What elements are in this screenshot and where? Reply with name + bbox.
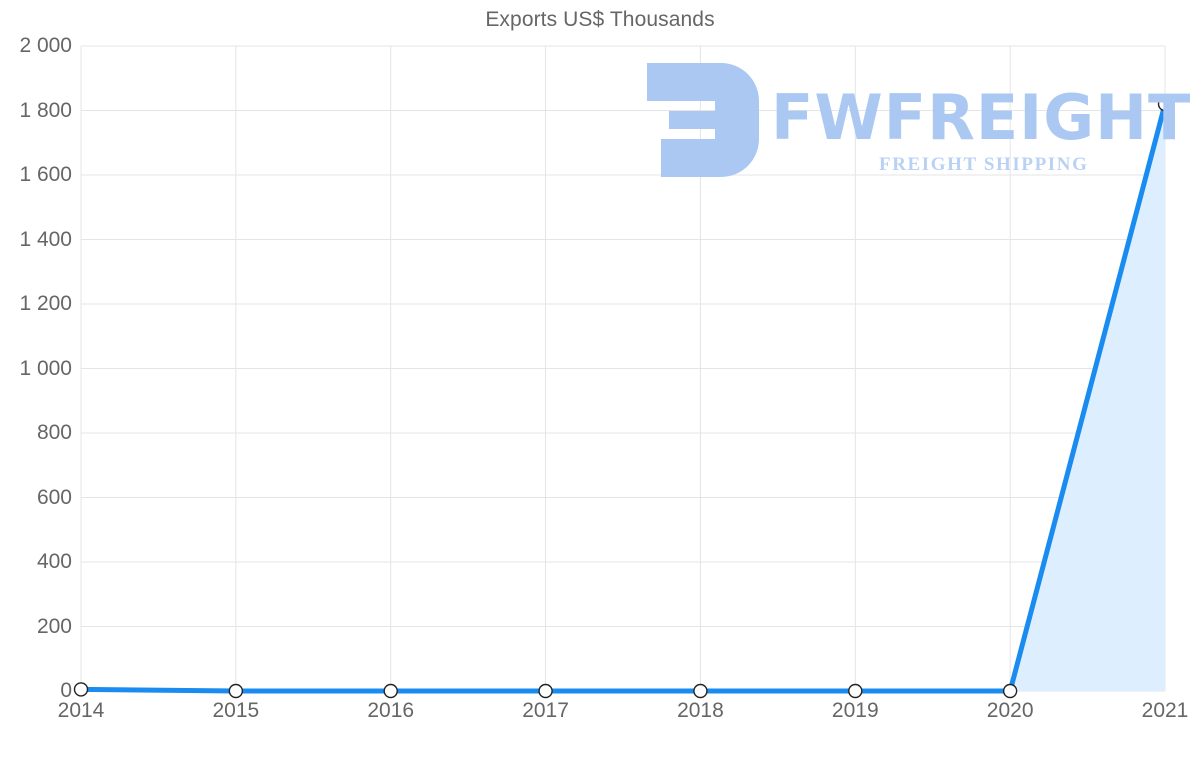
y-axis-tick-label: 600 bbox=[36, 485, 72, 509]
x-axis-tick-label: 2015 bbox=[212, 699, 260, 722]
chart-title: Exports US$ Thousands bbox=[485, 8, 715, 31]
y-axis-tick-label: 1 200 bbox=[19, 292, 72, 315]
x-axis-tick-label: 2014 bbox=[57, 699, 105, 722]
y-axis-tick-label: 200 bbox=[36, 614, 72, 638]
y-axis-tick-label: 2 000 bbox=[19, 34, 72, 57]
chart-series bbox=[81, 46, 1165, 691]
y-axis-tick-label: 0 bbox=[60, 679, 72, 702]
plot-area bbox=[81, 46, 1165, 691]
x-axis-tick-label: 2019 bbox=[831, 699, 879, 722]
y-axis-tick-label: 1 800 bbox=[19, 98, 72, 122]
y-axis-tick-label: 400 bbox=[36, 550, 72, 573]
x-axis-tick-label: 2020 bbox=[986, 699, 1034, 722]
y-axis-tick-label: 1 000 bbox=[19, 356, 72, 380]
x-axis-tick-label: 2021 bbox=[1141, 699, 1189, 722]
y-axis-tick-label: 800 bbox=[36, 421, 72, 444]
x-axis-tick-label: 2016 bbox=[367, 699, 415, 722]
x-axis-tick-label: 2017 bbox=[522, 699, 569, 722]
x-axis-tick-label: 2018 bbox=[677, 699, 724, 722]
y-axis-tick-label: 1 400 bbox=[19, 227, 72, 251]
y-axis-tick-label: 1 600 bbox=[19, 163, 72, 186]
